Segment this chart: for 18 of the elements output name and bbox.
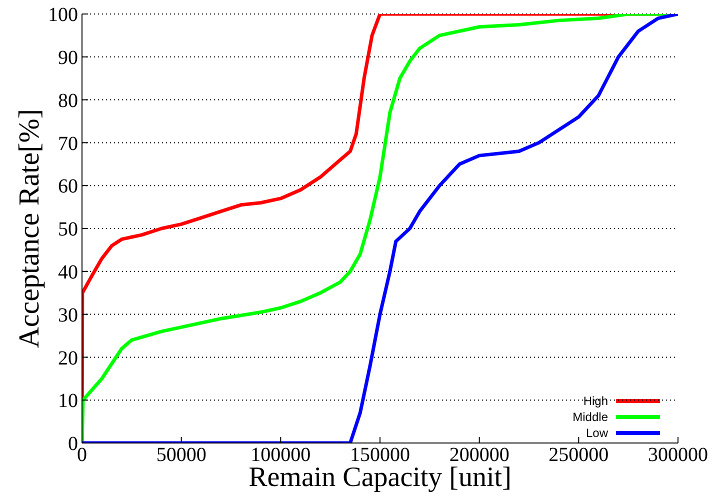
y-tick-label: 30	[58, 304, 78, 326]
y-tick-label: 90	[58, 47, 78, 69]
y-axis-title: Acceptance Rate[%]	[13, 108, 46, 348]
x-tick-label: 50000	[156, 444, 206, 466]
legend-label: Middle	[572, 410, 608, 424]
y-tick-label: 20	[58, 347, 78, 370]
x-tick-label: 250000	[548, 444, 609, 466]
y-tick-label: 40	[58, 262, 78, 284]
line-series	[82, 14, 678, 443]
y-tick-label: 10	[58, 390, 78, 412]
y-tick-label: 60	[58, 176, 78, 198]
legend-label: Low	[586, 426, 608, 440]
y-tick-label: 100	[48, 4, 78, 26]
legend-label: High	[583, 394, 608, 408]
y-tick-label: 80	[58, 90, 78, 112]
x-tick-label: 300000	[648, 444, 708, 466]
y-tick-label: 50	[58, 218, 78, 241]
y-tick-label: 70	[58, 132, 78, 155]
